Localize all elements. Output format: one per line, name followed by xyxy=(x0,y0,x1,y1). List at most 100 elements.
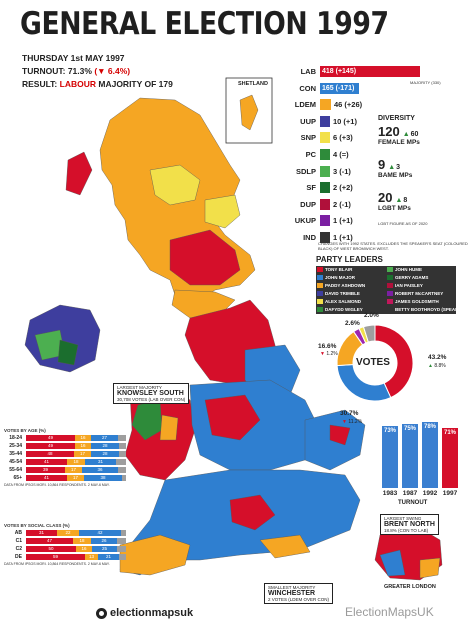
watermark: ElectionMapsUK xyxy=(345,605,434,619)
class-chart-rows: AB 31 22 42 C1 47 18 26 C2 50 16 25 DE 59 13 21 xyxy=(4,528,129,562)
leader-item: JAMES GOLDSMITH xyxy=(386,298,456,305)
row-label: C2 xyxy=(15,546,22,552)
class-chart: VOTES BY SOCIAL CLASS (%) AB 31 22 42 C1 47 18… xyxy=(4,523,129,566)
shetland-islands xyxy=(239,94,259,131)
row-label: 25-34 xyxy=(9,443,22,449)
party-seat-bar xyxy=(320,165,330,177)
turnout-bar-label: 71% xyxy=(443,429,456,436)
party-seat-value: 2 (-1) xyxy=(333,199,351,209)
leader-name: DAVID TRIMBLE xyxy=(325,291,360,296)
leader-item: DAFYDD WIGLEY xyxy=(316,306,386,313)
party-seat-bar xyxy=(320,149,330,160)
diversity-change: 8 xyxy=(403,197,408,204)
leader-swatch xyxy=(317,275,323,280)
diversity-item: 20 ▲8 LGBT MPs xyxy=(378,189,468,221)
turnout-label: TURNOUT: xyxy=(22,66,66,76)
party-seat-value: 2 (+2) xyxy=(333,183,353,193)
bar-segment-con: 31 xyxy=(85,459,116,465)
leader-name: JOHN HUME xyxy=(395,267,423,272)
age-chart: VOTES BY AGE (%) 18-24 49 16 27 25-34 49 16 28 3… xyxy=(4,428,129,487)
greater-london-blue xyxy=(379,549,406,577)
turnout-value: 71.3% xyxy=(67,66,92,76)
leader-item: ALEX SALMOND xyxy=(316,298,386,305)
row-label: 35-44 xyxy=(9,451,22,457)
turnout-year: 1997 xyxy=(442,490,458,497)
party-seat-value: 4 (=) xyxy=(333,150,349,159)
scotland-central-red xyxy=(169,229,241,286)
bar-segment-con: 36 xyxy=(82,467,118,473)
greater-london-ldem xyxy=(419,557,441,579)
winchester-callout: SMALLEST MAJORITY WINCHESTER 2 VOTES (LD… xyxy=(264,583,334,604)
diversity-change: 60 xyxy=(410,131,419,138)
bar-segment-lab: 31 xyxy=(26,530,57,536)
diversity-title: DIVERSITY xyxy=(378,115,415,122)
leader-swatch xyxy=(317,291,323,296)
diversity-value: 9 xyxy=(378,157,386,172)
party-code: UUP xyxy=(300,116,316,126)
party-code: SNP xyxy=(300,133,316,143)
knowsley-callout: LARGEST MAJORITY KNOWSLEY SOUTH 30,708 V… xyxy=(113,383,190,404)
votes-con-change: ▼ 11.2% xyxy=(342,419,363,425)
turnout-bar-1992: 78% xyxy=(422,421,438,488)
party-code: PC xyxy=(305,150,316,159)
leader-item: GERRY ADAMS xyxy=(386,274,456,281)
leaders-title: PARTY LEADERS xyxy=(316,255,383,264)
votes-donut-chart xyxy=(336,324,414,402)
bar-segment-other xyxy=(119,451,126,457)
page-title: GENERAL ELECTION 1997 xyxy=(20,6,389,42)
bar-segment-other xyxy=(122,475,126,481)
bar-segment-lab: 49 xyxy=(26,443,75,449)
bar-segment-ldem: 17 xyxy=(67,475,84,481)
party-code: CON xyxy=(299,83,316,93)
leader-swatch xyxy=(387,267,393,272)
bar-segment-con: 26 xyxy=(91,538,117,544)
leader-name: JOHN MAJOR xyxy=(325,275,356,280)
party-code: SDLP xyxy=(295,166,316,176)
row-label: 18-24 xyxy=(9,435,22,441)
turnout-chart-label: TURNOUT xyxy=(398,500,428,506)
bar-segment-other xyxy=(117,546,126,552)
bar-segment-con: 21 xyxy=(98,554,119,560)
party-seat-bar: 418 (+145) xyxy=(320,66,420,77)
party-seat-value: 1 (+1) xyxy=(333,216,353,226)
party-seat-bar xyxy=(320,99,331,111)
age-chart-rows: 18-24 49 16 27 25-34 49 16 28 35-44 48 17 28 45-54 41… xyxy=(4,433,129,483)
scotland-islands xyxy=(65,151,93,196)
party-code: LDEM xyxy=(294,100,316,110)
bar-segment-lab: 49 xyxy=(26,435,75,441)
bar-segment-other xyxy=(119,443,126,449)
donut-slice-oth xyxy=(362,324,376,343)
bar-segment-other xyxy=(118,467,126,473)
bar-segment-con: 42 xyxy=(79,530,121,536)
leader-swatch xyxy=(317,283,323,288)
diversity-items: 120 ▲60 FEMALE MPs 9 ▲3 BAME MPs 20 ▲8 LGBT MPs xyxy=(378,123,468,221)
bar-segment-other xyxy=(117,538,126,544)
votes-lab-change: ▲ 8.8% xyxy=(428,363,446,369)
result-rest: MAJORITY OF 179 xyxy=(98,79,173,89)
turnout-bar-chart: 73% 1983 75% 1987 78% 1992 71% 1997 xyxy=(382,420,462,497)
shetland-inset-box xyxy=(225,77,273,144)
votes-label: VOTES xyxy=(356,357,390,368)
party-seat-bar: 165 (-171) xyxy=(320,82,360,94)
date-line: THURSDAY 1st MAY 1997 xyxy=(22,53,125,63)
bar-segment-lab: 47 xyxy=(26,538,73,544)
party-code: IND xyxy=(303,233,316,242)
class-chart-note: DATA FROM IPSOS MORI. 10,864 RESPONDENTS… xyxy=(4,562,110,566)
bar-segment-ldem: 16 xyxy=(75,435,91,441)
bar-segment-ldem: 16 xyxy=(75,443,91,449)
result-party: LABOUR xyxy=(59,79,96,89)
turnout-bar-label: 75% xyxy=(403,426,416,433)
leader-item: ROBERT McCARTNEY xyxy=(386,290,456,297)
wales-ldem xyxy=(159,414,179,441)
donut-slice-lab xyxy=(374,324,414,399)
turnout-bar-label: 78% xyxy=(423,423,436,430)
leader-name: BETTY BOOTHROYD (SPEAKER) xyxy=(395,307,467,312)
party-seat-value: 46 (+26) xyxy=(334,100,363,110)
bar-segment-other xyxy=(118,435,126,441)
party-code: DUP xyxy=(300,199,316,209)
turnout-bar-1983: 73% xyxy=(382,425,398,488)
party-code: LAB xyxy=(300,67,316,76)
diversity-item: 9 ▲3 BAME MPs xyxy=(378,156,468,188)
turnout-year: 1992 xyxy=(422,490,438,497)
